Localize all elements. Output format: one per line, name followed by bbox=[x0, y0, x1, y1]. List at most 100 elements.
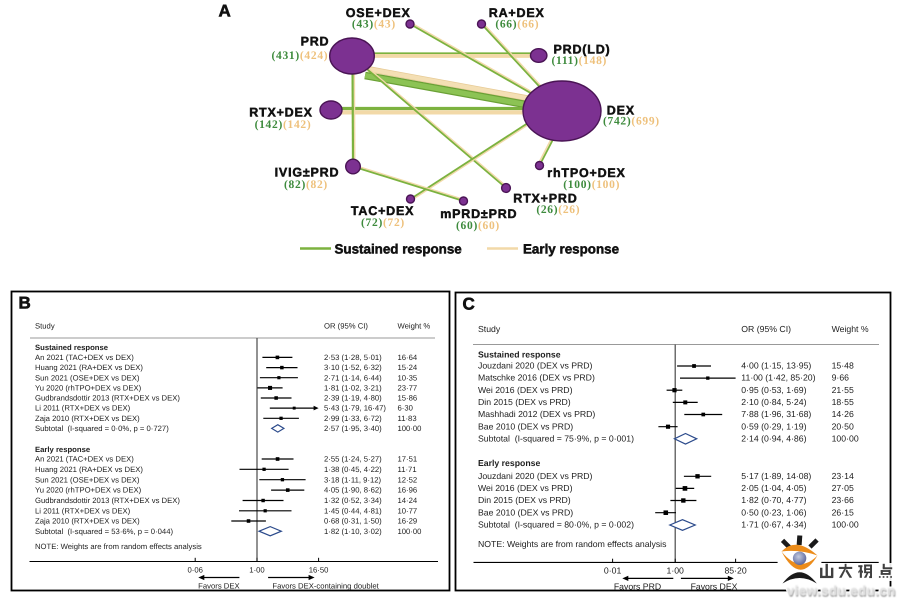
svg-text:2·14 (0·94, 4·86): 2·14 (0·94, 4·86) bbox=[741, 433, 806, 443]
svg-text:Yu 2020 (rhTPO+DEX vs DEX): Yu 2020 (rhTPO+DEX vs DEX) bbox=[35, 384, 142, 393]
svg-text:0·50 (0·23, 1·06): 0·50 (0·23, 1·06) bbox=[741, 507, 806, 517]
svg-text:2·53 (1·28, 5·01): 2·53 (1·28, 5·01) bbox=[324, 353, 382, 362]
svg-text:1·00: 1·00 bbox=[667, 565, 685, 575]
svg-text:1·81 (1·02, 3·21): 1·81 (1·02, 3·21) bbox=[324, 384, 382, 393]
svg-text:16·64: 16·64 bbox=[398, 353, 418, 362]
svg-text:OSE+DEX: OSE+DEX bbox=[346, 6, 411, 20]
svg-text:Subtotal (I-squared = 75·9%,: Subtotal (I-squared = 75·9%, p = 0·001) bbox=[478, 433, 634, 443]
svg-text:1·82 (0·70, 4·77): 1·82 (0·70, 4·77) bbox=[741, 495, 806, 505]
svg-text:12·52: 12·52 bbox=[398, 475, 418, 484]
svg-text:Favors DEX: Favors DEX bbox=[691, 581, 738, 591]
svg-text:1·00: 1·00 bbox=[249, 566, 264, 575]
svg-text:(60)(60): (60)(60) bbox=[456, 220, 500, 232]
svg-text:100·00: 100·00 bbox=[832, 433, 859, 443]
svg-text:Mashhadi 2012 (DEX vs PRD): Mashhadi 2012 (DEX vs PRD) bbox=[478, 409, 595, 419]
svg-text:11·83: 11·83 bbox=[398, 414, 417, 423]
svg-text:NOTE: Weights are from random: NOTE: Weights are from random effects an… bbox=[478, 539, 667, 549]
svg-text:Li 2011 (RTX+DEX vs DEX): Li 2011 (RTX+DEX vs DEX) bbox=[35, 404, 131, 413]
svg-text:1·82 (1·10, 3·02): 1·82 (1·10, 3·02) bbox=[324, 527, 382, 536]
svg-text:100·00: 100·00 bbox=[398, 527, 422, 536]
svg-text:Early response: Early response bbox=[523, 241, 619, 256]
svg-text:10·35: 10·35 bbox=[398, 373, 418, 382]
svg-text:(111)(148): (111)(148) bbox=[552, 55, 608, 67]
svg-text:Bae 2010 (DEX vs PRD): Bae 2010 (DEX vs PRD) bbox=[478, 507, 573, 517]
svg-text:2·71 (1·14, 6·44): 2·71 (1·14, 6·44) bbox=[324, 373, 382, 382]
svg-text:16·96: 16·96 bbox=[398, 486, 418, 495]
svg-text:Gudbrandsdottir 2013 (RTX+DEX: Gudbrandsdottir 2013 (RTX+DEX vs DEX) bbox=[35, 394, 180, 403]
svg-text:23·14: 23·14 bbox=[832, 471, 854, 481]
svg-text:18·55: 18·55 bbox=[832, 397, 854, 407]
svg-text:2·57 (1·95, 3·40): 2·57 (1·95, 3·40) bbox=[324, 424, 382, 433]
svg-text:Sun 2021 (OSE+DEX vs DEX): Sun 2021 (OSE+DEX vs DEX) bbox=[35, 373, 140, 382]
svg-text:(82)(82): (82)(82) bbox=[284, 179, 328, 191]
svg-text:DEX: DEX bbox=[607, 103, 635, 117]
svg-text:A: A bbox=[219, 2, 231, 21]
svg-text:17·51: 17·51 bbox=[398, 455, 418, 464]
svg-text:15·24: 15·24 bbox=[398, 363, 418, 372]
svg-text:2·55 (1·24, 5·27): 2·55 (1·24, 5·27) bbox=[324, 455, 382, 464]
svg-text:view.sdu.edu.cn: view.sdu.edu.cn bbox=[788, 585, 897, 600]
svg-text:OR (95% CI): OR (95% CI) bbox=[741, 324, 791, 334]
svg-text:Din 2015 (DEX vs PRD): Din 2015 (DEX vs PRD) bbox=[478, 397, 571, 407]
svg-text:23·77: 23·77 bbox=[398, 384, 418, 393]
svg-text:Wei 2016 (DEX vs PRD): Wei 2016 (DEX vs PRD) bbox=[478, 385, 573, 395]
svg-text:PRD: PRD bbox=[301, 34, 330, 48]
svg-text:An 2021 (TAC+DEX vs DEX): An 2021 (TAC+DEX vs DEX) bbox=[35, 455, 134, 464]
svg-text:Sustained response: Sustained response bbox=[335, 241, 462, 256]
svg-text:3·18 (1·11, 9·12): 3·18 (1·11, 9·12) bbox=[324, 475, 382, 484]
svg-text:Favors DEX-containing doublet: Favors DEX-containing doublet bbox=[272, 582, 379, 591]
svg-text:Din 2015 (DEX vs PRD): Din 2015 (DEX vs PRD) bbox=[478, 495, 571, 505]
svg-text:2·05 (1·04, 4·05): 2·05 (1·04, 4·05) bbox=[741, 483, 806, 493]
svg-text:(43)(43): (43)(43) bbox=[352, 19, 396, 31]
svg-text:Study: Study bbox=[478, 324, 501, 334]
svg-text:Zaja 2010 (RTX+DEX vs DEX): Zaja 2010 (RTX+DEX vs DEX) bbox=[35, 517, 140, 526]
svg-text:27·05: 27·05 bbox=[832, 483, 854, 493]
svg-text:4·05 (1·90, 8·62): 4·05 (1·90, 8·62) bbox=[324, 486, 382, 495]
svg-text:Zaja 2010 (RTX+DEX vs DEX): Zaja 2010 (RTX+DEX vs DEX) bbox=[35, 414, 140, 423]
svg-text:0·95 (0·53, 1·69): 0·95 (0·53, 1·69) bbox=[741, 385, 806, 395]
svg-text:4·00 (1·15, 13·95): 4·00 (1·15, 13·95) bbox=[741, 361, 811, 371]
svg-text:1·32 (0·52, 3·34): 1·32 (0·52, 3·34) bbox=[324, 496, 382, 505]
svg-text:0·68 (0·31, 1·50): 0·68 (0·31, 1·50) bbox=[324, 517, 382, 526]
svg-text:C: C bbox=[463, 295, 475, 314]
svg-text:Favors PRD: Favors PRD bbox=[614, 581, 661, 591]
svg-text:2·10 (0·84, 5·24): 2·10 (0·84, 5·24) bbox=[741, 397, 806, 407]
svg-text:view.sdu.edu.cn: view.sdu.edu.cn bbox=[787, 583, 896, 598]
svg-text:0·06: 0·06 bbox=[188, 566, 203, 575]
svg-text:OR (95% CI): OR (95% CI) bbox=[324, 322, 368, 331]
svg-text:IVIG±PRD: IVIG±PRD bbox=[275, 166, 340, 180]
svg-text:16·50: 16·50 bbox=[309, 566, 329, 575]
svg-text:5·43 (1·79, 16·47): 5·43 (1·79, 16·47) bbox=[324, 404, 386, 413]
svg-text:11·71: 11·71 bbox=[398, 465, 417, 474]
svg-text:view.sdu.edu.cn: view.sdu.edu.cn bbox=[787, 583, 896, 598]
svg-text:RA+DEX: RA+DEX bbox=[489, 6, 545, 20]
svg-text:Subtotal (I-squared = 0·0%, p: Subtotal (I-squared = 0·0%, p = 0·727) bbox=[35, 424, 169, 433]
svg-text:100·00: 100·00 bbox=[398, 424, 422, 433]
svg-text:Wei 2016 (DEX vs PRD): Wei 2016 (DEX vs PRD) bbox=[478, 483, 573, 493]
svg-text:0·01: 0·01 bbox=[604, 565, 622, 575]
svg-text:23·66: 23·66 bbox=[832, 495, 854, 505]
svg-text:PRD(LD): PRD(LD) bbox=[554, 43, 611, 57]
svg-text:B: B bbox=[19, 294, 31, 313]
svg-text:Weight %: Weight % bbox=[398, 322, 431, 331]
svg-text:2·99 (1·33, 6·72): 2·99 (1·33, 6·72) bbox=[324, 414, 382, 423]
svg-text:0·59 (0·29, 1·19): 0·59 (0·29, 1·19) bbox=[741, 421, 806, 431]
svg-text:(742)(699): (742)(699) bbox=[603, 115, 660, 127]
svg-text:7·88 (1·96, 31·68): 7·88 (1·96, 31·68) bbox=[741, 409, 811, 419]
svg-text:Sustained response: Sustained response bbox=[35, 343, 109, 352]
svg-text:3·10 (1·52, 6·32): 3·10 (1·52, 6·32) bbox=[324, 363, 382, 372]
svg-text:mPRD±PRD: mPRD±PRD bbox=[440, 207, 517, 221]
svg-text:6·30: 6·30 bbox=[398, 404, 413, 413]
svg-text:85·20: 85·20 bbox=[724, 565, 746, 575]
svg-text:Subtotal (I-squared = 80·0%,: Subtotal (I-squared = 80·0%, p = 0·002) bbox=[478, 520, 634, 530]
svg-text:Favors DEX: Favors DEX bbox=[198, 582, 239, 591]
svg-text:TAC+DEX: TAC+DEX bbox=[351, 204, 414, 218]
svg-text:Yu 2020 (rhTPO+DEX vs DEX): Yu 2020 (rhTPO+DEX vs DEX) bbox=[35, 486, 142, 495]
svg-text:2·39 (1·19, 4·80): 2·39 (1·19, 4·80) bbox=[324, 394, 382, 403]
svg-text:16·29: 16·29 bbox=[398, 517, 418, 526]
svg-text:Study: Study bbox=[35, 322, 55, 331]
svg-text:Early response: Early response bbox=[478, 458, 540, 468]
svg-text:1·45 (0·44, 4·81): 1·45 (0·44, 4·81) bbox=[324, 506, 382, 515]
svg-text:NOTE: Weights are from random: NOTE: Weights are from random effects an… bbox=[35, 542, 202, 551]
svg-text:Early response: Early response bbox=[35, 445, 91, 454]
